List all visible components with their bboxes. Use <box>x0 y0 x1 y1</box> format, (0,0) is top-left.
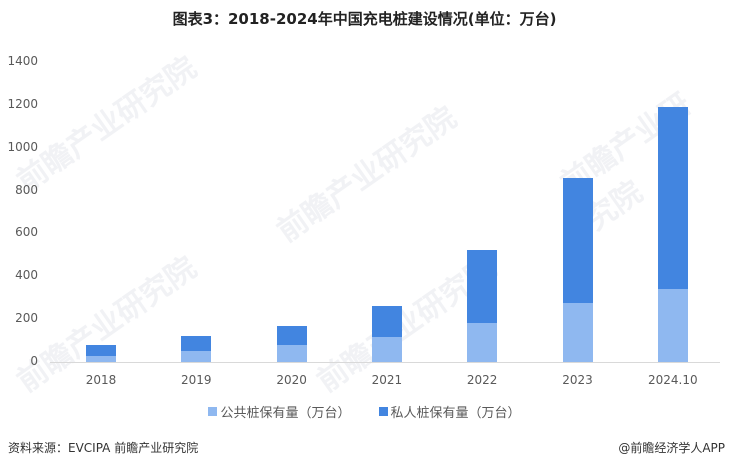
bar-segment-private <box>371 305 402 338</box>
credit-note: @前瞻经济学人APP <box>618 441 725 455</box>
legend-item-private: 私人桩保有量（万台） <box>378 402 521 421</box>
bar-segment-private <box>467 250 498 324</box>
y-tick-label: 1000 <box>7 139 38 154</box>
x-tick-label: 2020 <box>276 373 307 387</box>
y-tick-label: 800 <box>15 182 38 197</box>
bar-segment-public <box>371 337 402 362</box>
x-tick-label: 2021 <box>371 373 403 387</box>
x-tick-label: 2018 <box>85 373 117 387</box>
bar-segment-private <box>86 345 116 356</box>
legend-swatch-private <box>378 407 388 416</box>
bar-segment-private <box>562 177 593 304</box>
bar-2019 <box>181 335 212 362</box>
chart-title: 图表3：2018-2024年中国充电桩建设情况(单位：万台) <box>172 10 557 28</box>
bar-segment-public <box>657 289 688 362</box>
source-note: 资料来源：EVCIPA 前瞻产业研究院 <box>8 441 199 455</box>
bar-2022 <box>467 250 498 362</box>
y-tick-label: 400 <box>15 268 38 283</box>
bar-2021 <box>371 305 402 362</box>
bar-segment-public <box>181 350 212 362</box>
bar-segment-private <box>181 335 212 351</box>
legend-swatch-public <box>208 407 218 416</box>
y-tick-label: 1200 <box>7 96 38 111</box>
y-tick-label: 0 <box>30 354 38 368</box>
x-tick-label: 2023 <box>562 373 593 387</box>
bar-segment-public <box>467 323 498 362</box>
x-tick-label: 2022 <box>466 373 498 387</box>
bar-segment-public <box>276 344 307 362</box>
bar-2018 <box>86 345 116 362</box>
legend-item-public: 公共桩保有量（万台） <box>208 402 351 421</box>
bar-segment-private <box>657 107 688 290</box>
bar-2024.10 <box>657 107 688 362</box>
bar-segment-public <box>86 355 116 362</box>
y-tick-label: 1400 <box>7 54 38 68</box>
bar-2020 <box>276 326 307 362</box>
x-tick-label: 2019 <box>181 373 212 387</box>
legend: 公共桩保有量（万台） 私人桩保有量（万台） <box>0 402 729 421</box>
watermark: 前瞻产业研究院 <box>270 100 464 250</box>
bar-segment-public <box>562 303 593 362</box>
bar-segment-private <box>276 326 307 345</box>
bar-2023 <box>562 177 593 362</box>
y-tick-label: 200 <box>15 311 38 326</box>
x-axis-line <box>50 362 720 363</box>
x-tick-label: 2024.10 <box>647 373 698 387</box>
y-tick-label: 600 <box>15 225 38 240</box>
legend-label-public: 公共桩保有量（万台） <box>220 406 351 421</box>
legend-label-private: 私人桩保有量（万台） <box>390 406 521 421</box>
